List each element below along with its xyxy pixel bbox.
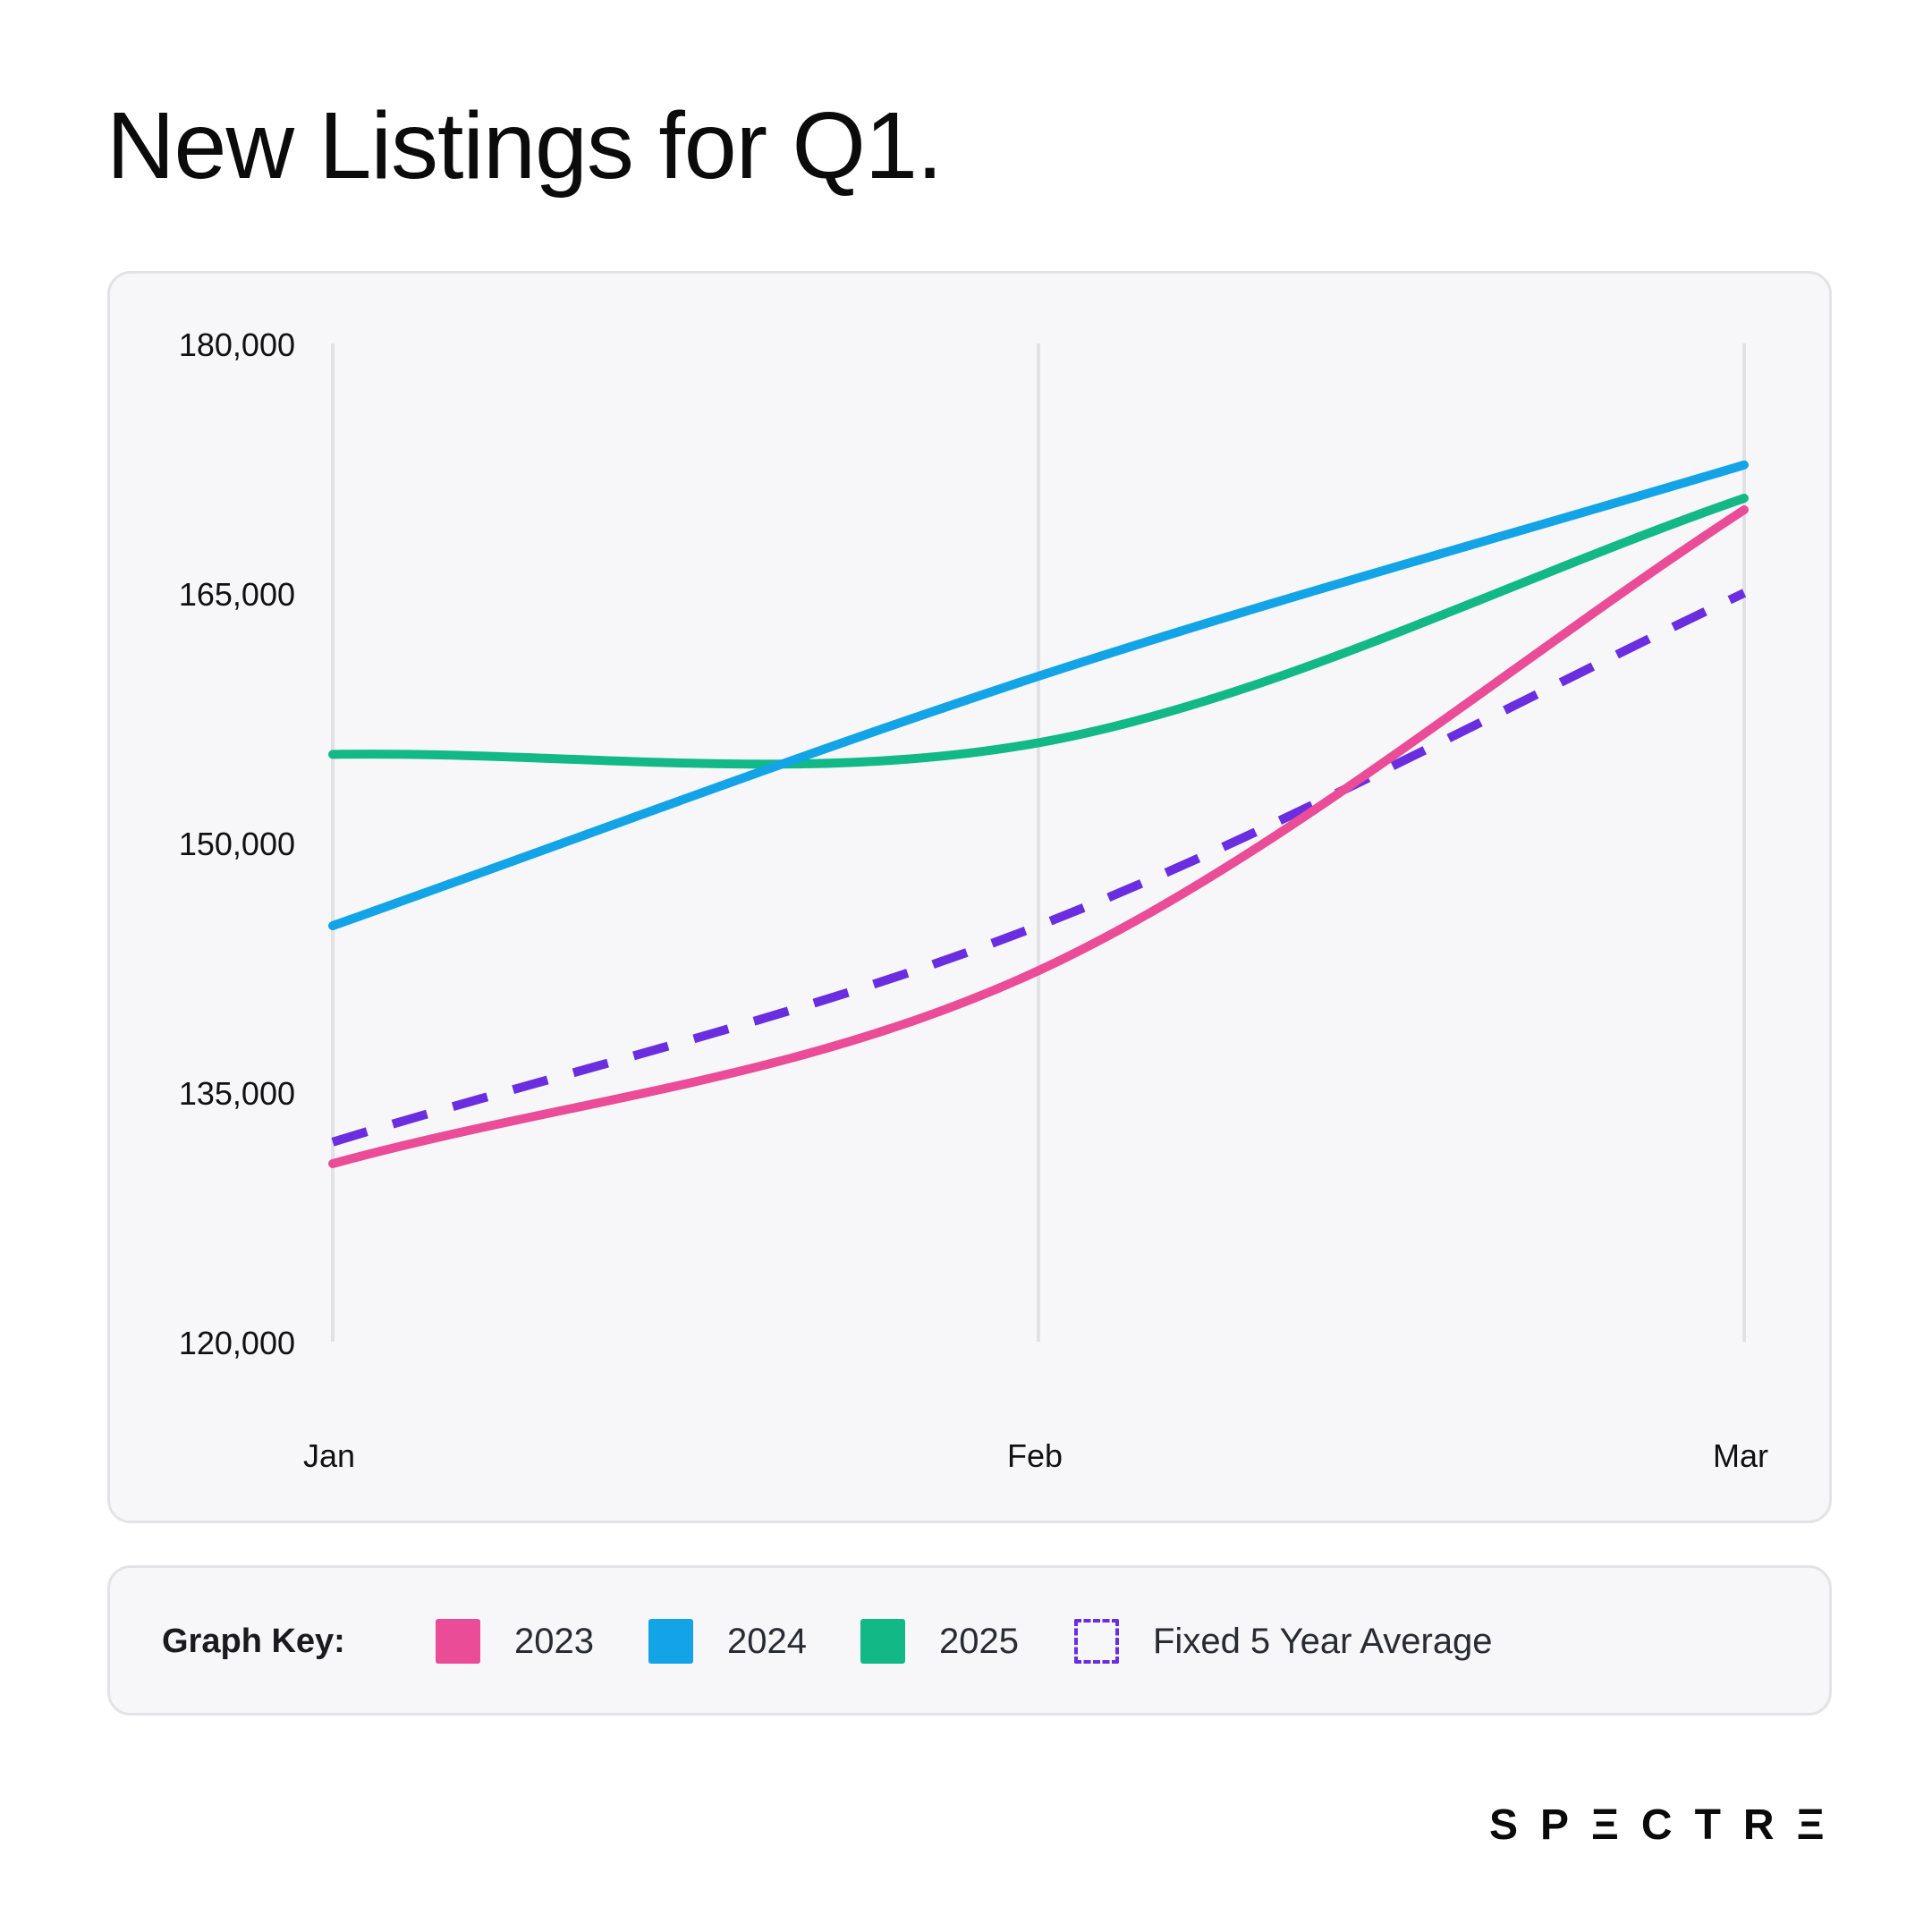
- chart-panel: [107, 271, 1832, 1523]
- y-tick-label: 180,000: [179, 326, 295, 363]
- y-tick-label: 165,000: [179, 576, 295, 613]
- page-title: New Listings for Q1.: [106, 93, 943, 199]
- x-tick-label: Feb: [1007, 1437, 1063, 1474]
- series-line-2025: [328, 493, 1749, 769]
- brand-logo: SPΞCTRΞ: [1489, 1801, 1847, 1849]
- legend-label-2025: 2025: [939, 1621, 1019, 1661]
- legend-swatch-average: [1074, 1619, 1119, 1664]
- chart-tick-labels: 120,000 135,000 150,000 165,000 180,000 Jan Fe…: [179, 326, 1768, 1474]
- y-tick-label: 120,000: [179, 1325, 295, 1361]
- legend-swatch-2025: [860, 1619, 905, 1664]
- legend-item-2025: 2025: [860, 1619, 1019, 1664]
- series-line-2023: [328, 505, 1749, 1168]
- series-line-fixed-5-year-average: [331, 589, 1747, 1147]
- legend-item-2023: 2023: [436, 1619, 594, 1664]
- legend-label-average: Fixed 5 Year Average: [1153, 1621, 1493, 1661]
- x-tick-label: Jan: [303, 1437, 355, 1474]
- series-line-2024: [328, 460, 1749, 930]
- chart-grid: [331, 343, 1746, 1342]
- legend-swatch-2023: [436, 1619, 480, 1664]
- legend-swatch-2024: [648, 1619, 693, 1664]
- legend-label-2023: 2023: [514, 1621, 594, 1661]
- legend-panel: [107, 1565, 1832, 1716]
- y-tick-label: 135,000: [179, 1075, 295, 1112]
- legend-item-average: Fixed 5 Year Average: [1074, 1619, 1493, 1664]
- chart-series: [328, 460, 1749, 1168]
- legend-item-2024: 2024: [648, 1619, 807, 1664]
- legend-title: Graph Key:: [162, 1623, 345, 1660]
- x-tick-label: Mar: [1713, 1437, 1768, 1474]
- y-tick-label: 150,000: [179, 826, 295, 862]
- legend-label-2024: 2024: [727, 1621, 807, 1661]
